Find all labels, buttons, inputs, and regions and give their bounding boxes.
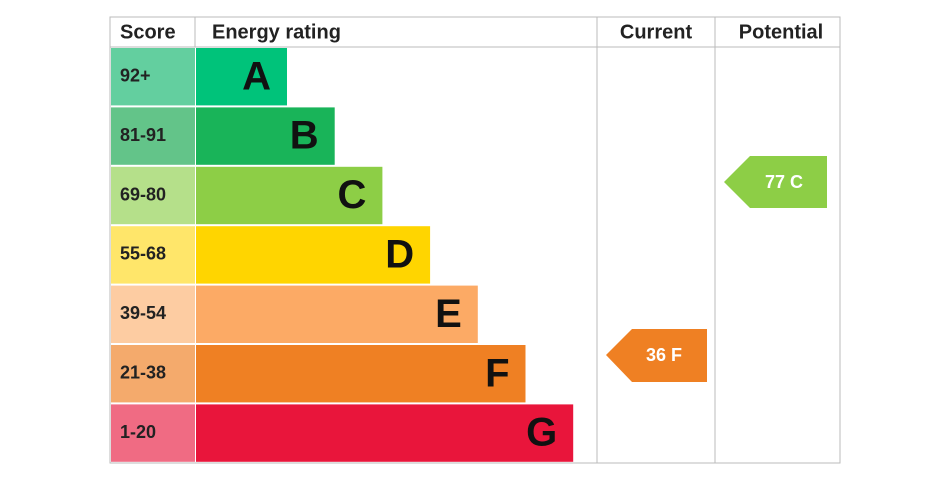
score-label: 69-80 <box>120 184 166 204</box>
score-label: 21-38 <box>120 362 166 382</box>
current-label: 36 F <box>646 345 682 365</box>
current-arrow <box>606 329 707 382</box>
rating-bar <box>196 166 383 225</box>
header-rating: Energy rating <box>212 21 341 43</box>
score-label: 55-68 <box>120 244 166 264</box>
rating-bar <box>196 345 526 403</box>
rating-bar <box>196 107 335 165</box>
score-label: 39-54 <box>120 303 166 323</box>
rating-letter: A <box>242 54 271 98</box>
rating-bar <box>196 48 287 106</box>
bands: 92+ A 81-91 B 69-80 C 55-68 D 39-54 E 21-38 F 1-20 G <box>111 48 574 462</box>
score-cell <box>111 285 195 343</box>
rating-bar <box>196 226 431 284</box>
score-label: 1-20 <box>120 422 156 442</box>
score-cell <box>111 404 195 462</box>
score-cell <box>111 226 195 284</box>
score-cell <box>111 345 195 403</box>
header-current: Current <box>620 21 693 43</box>
rating-bar <box>196 285 478 343</box>
score-cell <box>111 166 195 225</box>
rating-bar <box>196 404 574 462</box>
rating-letter: D <box>385 232 414 276</box>
rating-letter: F <box>485 351 509 395</box>
rating-letter: G <box>526 411 557 455</box>
score-cell <box>111 48 195 106</box>
score-label: 92+ <box>120 65 151 85</box>
potential-arrow <box>724 156 827 208</box>
rating-letter: B <box>290 114 319 158</box>
header-score: Score <box>120 21 176 43</box>
potential-label: 77 C <box>765 172 803 192</box>
score-label: 81-91 <box>120 125 166 145</box>
rating-letter: E <box>435 292 462 336</box>
score-cell <box>111 107 195 165</box>
header-potential: Potential <box>739 21 823 43</box>
rating-letter: C <box>338 173 367 217</box>
